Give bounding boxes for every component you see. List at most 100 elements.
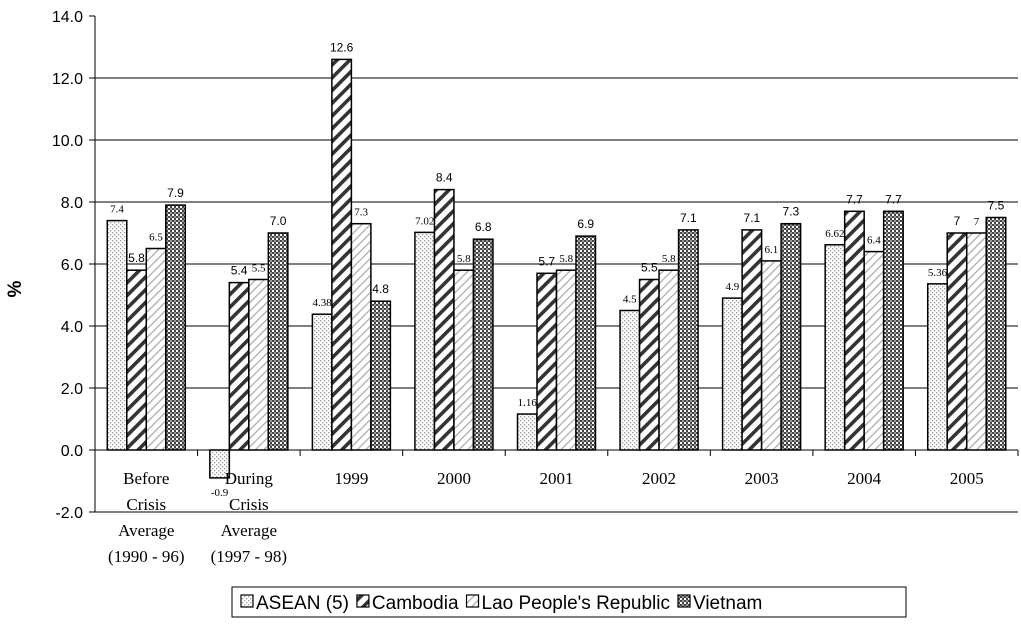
bar-light-diagonal <box>863 250 885 451</box>
bar-dots <box>106 219 128 451</box>
bar-dots <box>619 309 641 451</box>
legend-swatch <box>465 594 480 608</box>
data-label: 8.4 <box>436 171 453 185</box>
data-label: 7.1 <box>680 211 697 225</box>
bar-dots <box>721 297 743 451</box>
data-label: 6.4 <box>867 235 881 247</box>
legend: ASEAN (5) Cambodia Lao People's Republic Vi… <box>231 586 907 618</box>
bar-light-diagonal <box>248 278 270 451</box>
bar-light-diagonal <box>658 269 680 451</box>
bar-dots <box>516 413 538 451</box>
data-label: 7.1 <box>744 211 761 225</box>
data-label: 7.02 <box>415 215 434 227</box>
bar-checker <box>370 300 392 451</box>
bar-dots <box>824 244 846 451</box>
bars <box>106 58 1007 479</box>
bar-checker <box>985 216 1007 451</box>
x-category-label: Crisis <box>229 495 269 514</box>
data-label: 7.9 <box>167 186 184 200</box>
bar-diagonal <box>228 281 250 451</box>
bar-checker <box>677 229 699 451</box>
data-label: 5.36 <box>928 267 948 279</box>
y-tick-label: 0.0 <box>61 443 83 460</box>
bar-light-diagonal <box>965 232 987 451</box>
legend-swatch <box>356 594 370 608</box>
x-category-label: (1990 - 96) <box>108 547 184 566</box>
data-label: 7.7 <box>846 192 863 206</box>
data-label: 5.4 <box>231 264 248 278</box>
bar-dots <box>414 231 436 451</box>
data-label: 7.3 <box>354 207 368 219</box>
bar-light-diagonal <box>145 247 167 451</box>
data-label: 7.7 <box>885 192 902 206</box>
bar-checker <box>472 238 494 451</box>
bar-light-diagonal <box>555 269 577 451</box>
bar-diagonal <box>433 188 455 451</box>
legend-label: ASEAN (5) <box>256 593 349 614</box>
bar-checker <box>575 235 597 451</box>
bar-checker <box>165 204 187 451</box>
data-label: 6.5 <box>149 232 163 244</box>
bar-checker <box>882 210 904 451</box>
data-label: 5.8 <box>457 253 471 265</box>
x-category-labels: Before Crisis Average (1990 - 96) During Cris… <box>108 469 984 566</box>
x-category-label: Before <box>123 469 169 488</box>
x-category-label: 1999 <box>334 469 368 488</box>
bar-diagonal <box>946 232 968 451</box>
data-label: 6.8 <box>475 220 492 234</box>
x-category-label: 2001 <box>540 469 574 488</box>
y-tick-label: 10.0 <box>52 133 83 150</box>
x-category-label: 2002 <box>642 469 676 488</box>
data-label: 6.1 <box>764 244 778 256</box>
data-label: 7.0 <box>270 214 287 228</box>
x-category-label: 2004 <box>847 469 882 488</box>
data-label: 5.8 <box>559 253 573 265</box>
x-category-label: Average <box>118 521 174 540</box>
bar-diagonal <box>843 210 865 451</box>
legend-swatch <box>677 594 691 608</box>
y-axis-label: % <box>5 280 26 297</box>
data-label: 5.7 <box>538 254 555 268</box>
y-tick-label: 2.0 <box>61 381 83 398</box>
legend-label: Lao People's Republic <box>482 593 670 614</box>
data-label: 1.16 <box>518 397 538 409</box>
data-label: 7.4 <box>110 204 124 216</box>
bar-diagonal <box>331 58 353 451</box>
x-category-label: During <box>225 469 274 488</box>
x-category-label: 2005 <box>950 469 984 488</box>
data-label: 7 <box>954 214 961 228</box>
bar-checker <box>780 222 802 451</box>
bar-diagonal <box>638 278 660 451</box>
legend-swatch <box>240 594 254 608</box>
bar-diagonal <box>126 269 148 451</box>
data-label: 4.38 <box>313 297 333 309</box>
x-category-label: 2003 <box>745 469 779 488</box>
bar-dots <box>926 283 948 451</box>
x-category-label: (1997 - 98) <box>211 547 287 566</box>
data-label: 7 <box>974 216 980 228</box>
data-label: 5.5 <box>252 263 266 275</box>
bar-dots <box>311 313 333 451</box>
bar-diagonal <box>741 229 763 451</box>
y-tick-label: 14.0 <box>52 9 83 26</box>
data-label: 7.5 <box>988 199 1005 213</box>
data-labels: 7.4 5.8 6.5 7.9 -0.9 5.4 5.5 7.0 4.38 12.6 7.3 4.8 7… <box>110 40 1005 499</box>
data-label: 4.5 <box>623 294 637 306</box>
x-category-label: Crisis <box>126 495 166 514</box>
bar-light-diagonal <box>350 222 372 451</box>
y-tick-labels: 14.0 12.0 10.0 8.0 6.0 4.0 2.0 0.0 -2.0 <box>52 9 83 522</box>
x-category-label: 2000 <box>437 469 471 488</box>
data-label: -0.9 <box>211 487 229 499</box>
data-label: 5.8 <box>128 251 145 265</box>
data-label: 4.8 <box>372 282 389 296</box>
data-label: 6.62 <box>825 228 844 240</box>
data-label: 5.8 <box>662 253 676 265</box>
legend-label: Cambodia <box>372 593 459 614</box>
bar-light-diagonal <box>453 269 475 451</box>
legend-label: Vietnam <box>693 593 762 614</box>
y-tick-label: 12.0 <box>52 71 83 88</box>
data-label: 4.9 <box>725 281 739 293</box>
data-label: 5.5 <box>641 261 658 275</box>
